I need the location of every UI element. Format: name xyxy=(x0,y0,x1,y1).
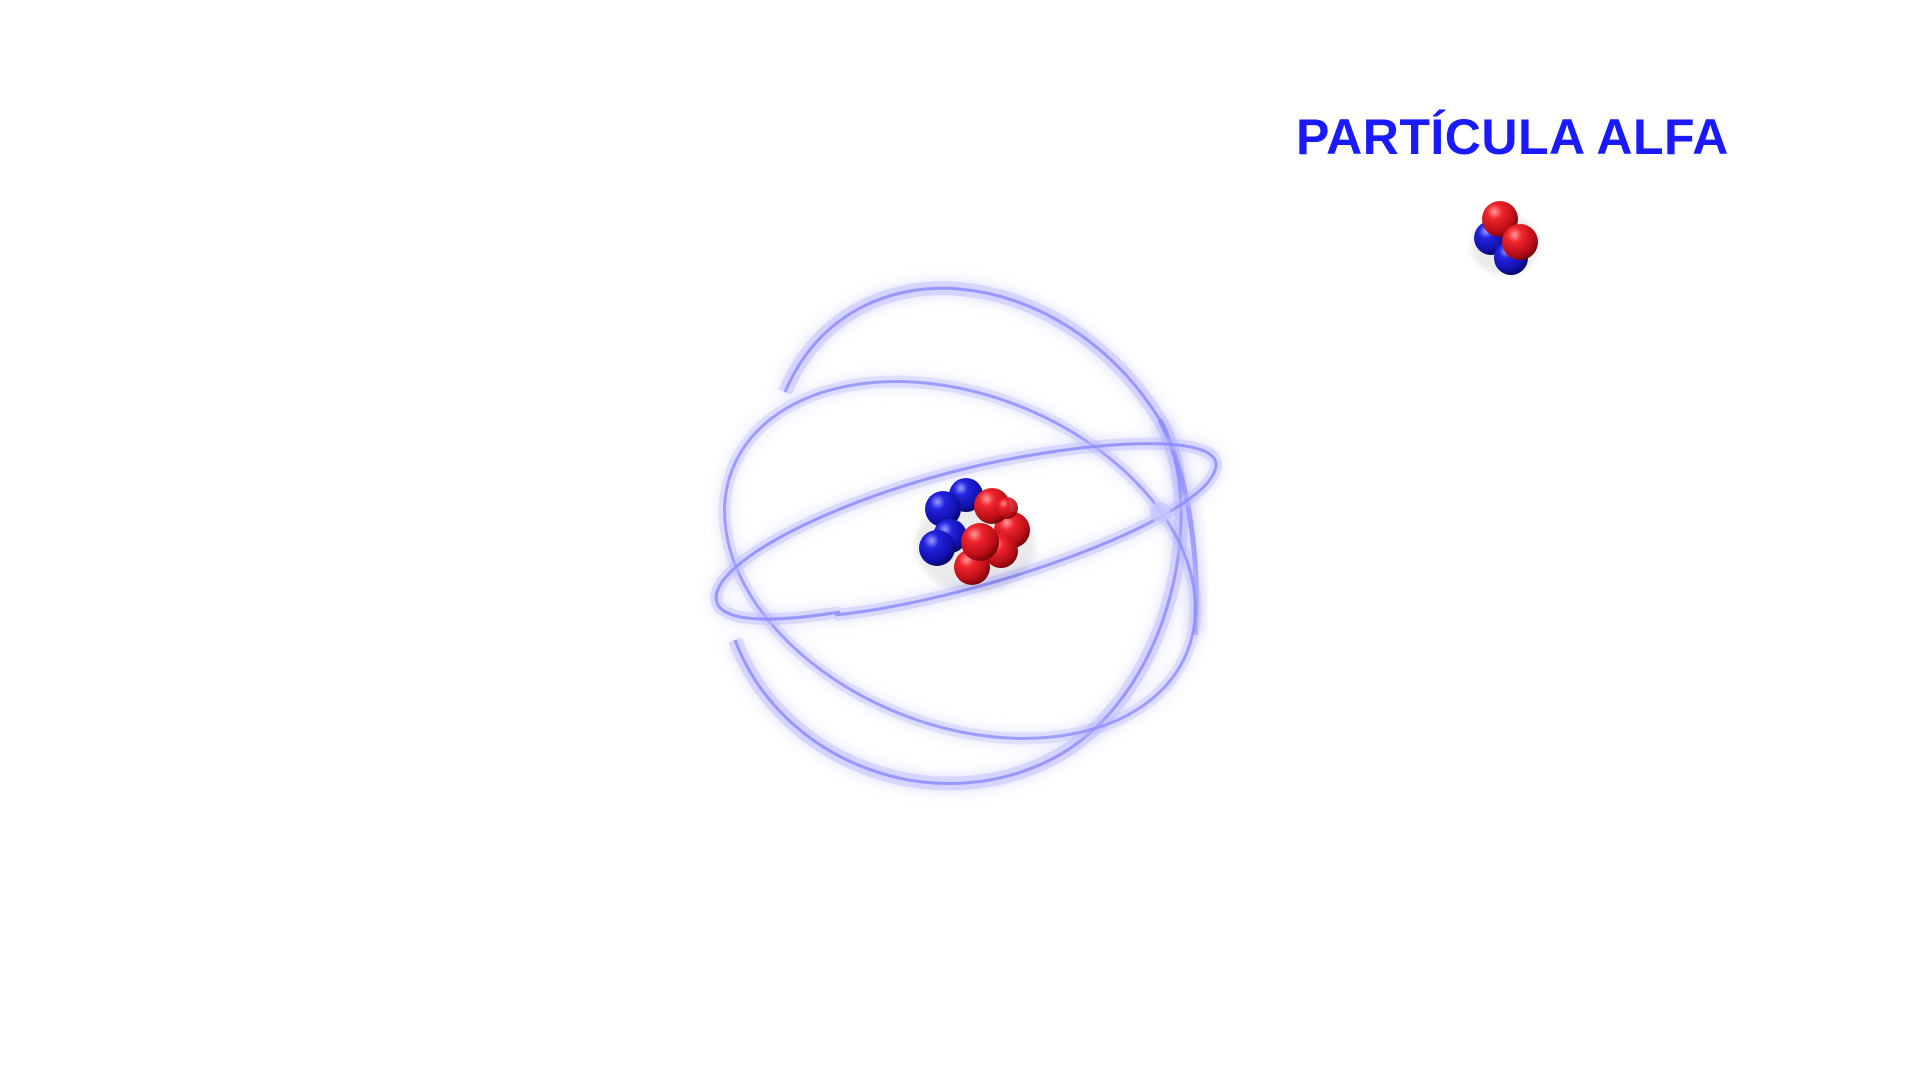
orbit-crossing-glow xyxy=(1150,502,1170,522)
neutron xyxy=(919,530,955,566)
proton xyxy=(961,523,999,561)
alpha-particle xyxy=(1471,201,1539,275)
atom-nucleus xyxy=(915,478,1035,593)
proton xyxy=(1502,224,1538,260)
proton xyxy=(996,497,1018,519)
